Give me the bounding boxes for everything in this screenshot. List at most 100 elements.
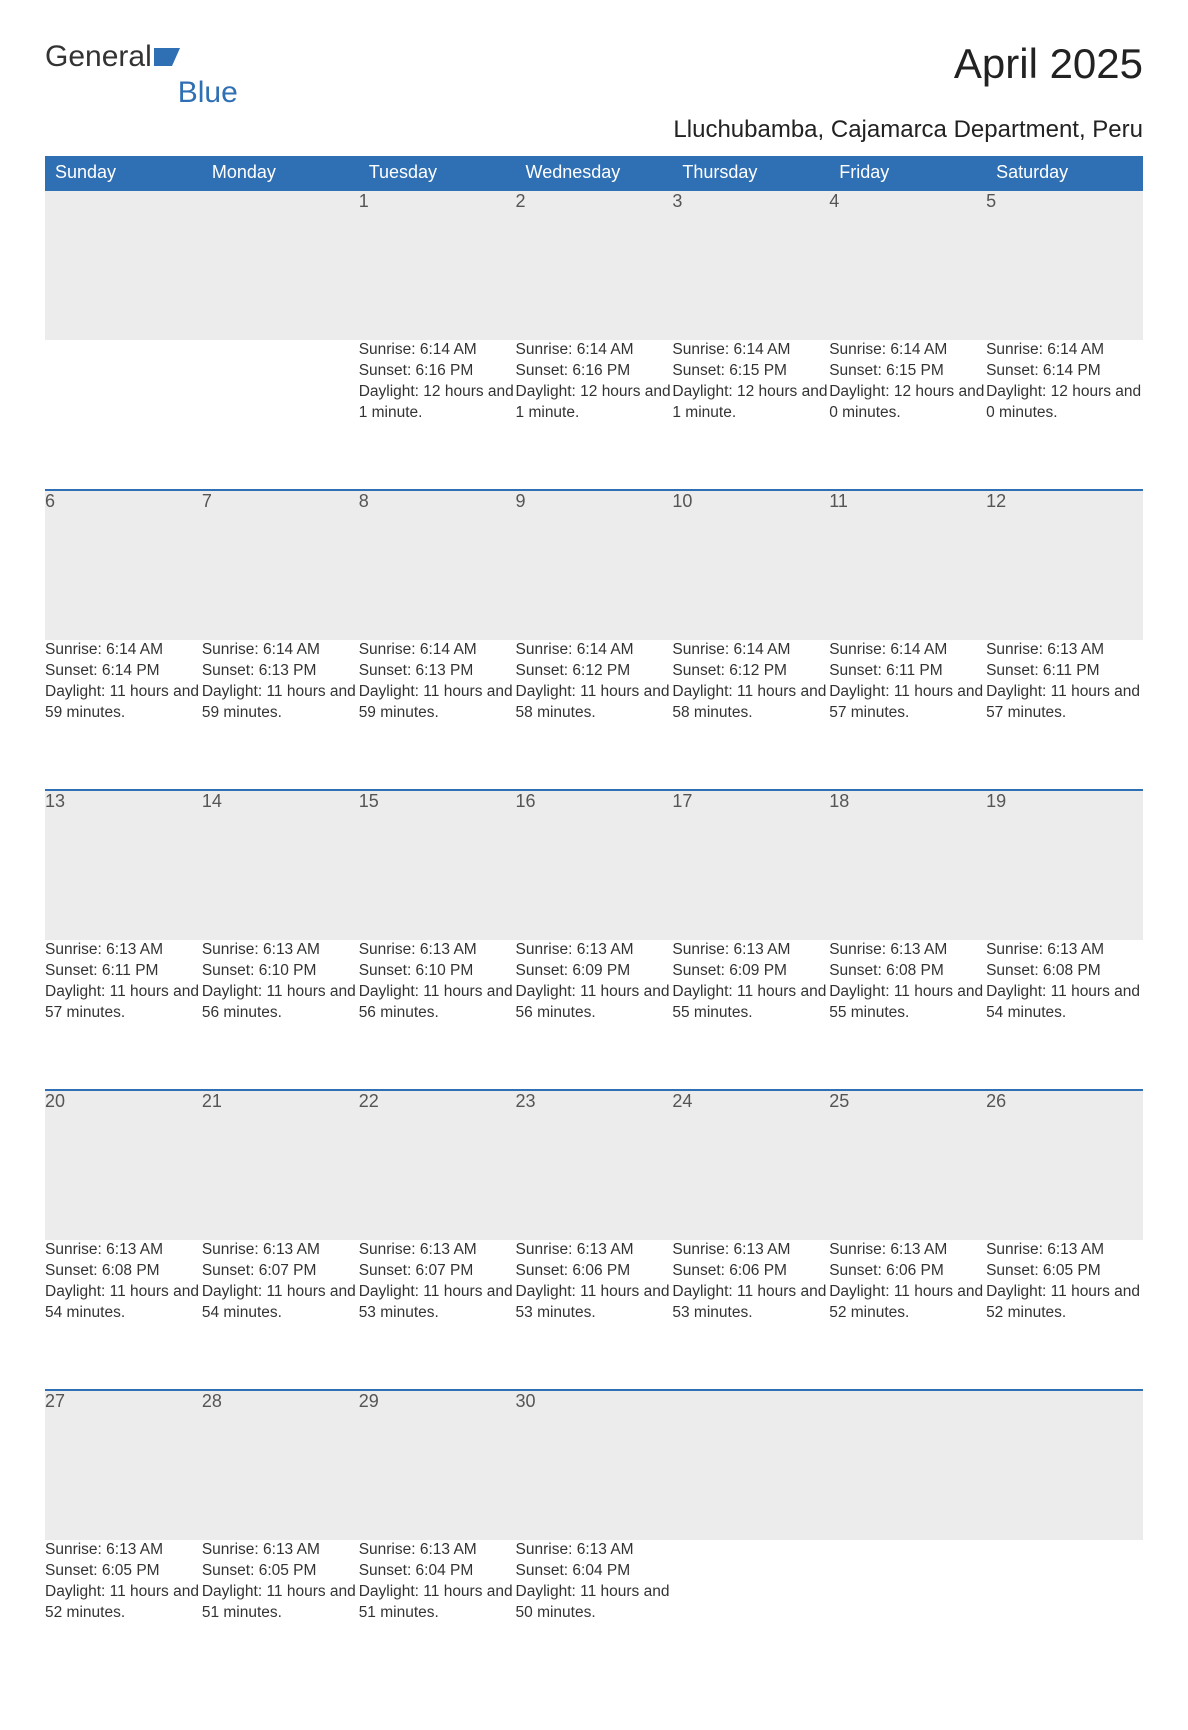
sunrise-text: Sunrise: 6:13 AM (516, 1240, 673, 1261)
daylight-text: Daylight: 11 hours and 59 minutes. (359, 682, 516, 724)
day-number-cell: 12 (986, 490, 1143, 640)
sunset-text: Sunset: 6:15 PM (672, 361, 829, 382)
sunset-text: Sunset: 6:11 PM (829, 661, 986, 682)
day-content-row: Sunrise: 6:14 AMSunset: 6:16 PMDaylight:… (45, 340, 1143, 490)
day-number-cell: 21 (202, 1090, 359, 1240)
day-content-cell: Sunrise: 6:14 AMSunset: 6:16 PMDaylight:… (359, 340, 516, 490)
sunset-text: Sunset: 6:04 PM (359, 1561, 516, 1582)
day-number-cell: 26 (986, 1090, 1143, 1240)
sunset-text: Sunset: 6:12 PM (672, 661, 829, 682)
sunrise-text: Sunrise: 6:13 AM (45, 1540, 202, 1561)
daylight-text: Daylight: 12 hours and 0 minutes. (986, 382, 1143, 424)
sunrise-text: Sunrise: 6:13 AM (45, 1240, 202, 1261)
sunrise-text: Sunrise: 6:14 AM (829, 340, 986, 361)
daylight-text: Daylight: 11 hours and 59 minutes. (202, 682, 359, 724)
sunrise-text: Sunrise: 6:14 AM (672, 640, 829, 661)
day-header: Monday (202, 156, 359, 190)
day-number-cell (672, 1390, 829, 1540)
day-number-cell: 11 (829, 490, 986, 640)
sunset-text: Sunset: 6:15 PM (829, 361, 986, 382)
day-number-cell (45, 190, 202, 340)
day-header: Sunday (45, 156, 202, 190)
day-content-cell: Sunrise: 6:13 AMSunset: 6:11 PMDaylight:… (986, 640, 1143, 790)
daylight-text: Daylight: 11 hours and 52 minutes. (829, 1282, 986, 1324)
day-content-cell: Sunrise: 6:14 AMSunset: 6:13 PMDaylight:… (202, 640, 359, 790)
sunset-text: Sunset: 6:06 PM (516, 1261, 673, 1282)
day-number-cell: 20 (45, 1090, 202, 1240)
sunset-text: Sunset: 6:16 PM (359, 361, 516, 382)
sunrise-text: Sunrise: 6:13 AM (516, 1540, 673, 1561)
day-number-cell: 4 (829, 190, 986, 340)
day-content-cell: Sunrise: 6:13 AMSunset: 6:11 PMDaylight:… (45, 940, 202, 1090)
day-content-cell: Sunrise: 6:14 AMSunset: 6:11 PMDaylight:… (829, 640, 986, 790)
daylight-text: Daylight: 11 hours and 51 minutes. (359, 1582, 516, 1624)
day-content-row: Sunrise: 6:13 AMSunset: 6:08 PMDaylight:… (45, 1240, 1143, 1390)
day-number-cell: 28 (202, 1390, 359, 1540)
day-content-cell: Sunrise: 6:13 AMSunset: 6:06 PMDaylight:… (516, 1240, 673, 1390)
calendar-body: 12345Sunrise: 6:14 AMSunset: 6:16 PMDayl… (45, 190, 1143, 1690)
daylight-text: Daylight: 11 hours and 54 minutes. (45, 1282, 202, 1324)
sunset-text: Sunset: 6:14 PM (986, 361, 1143, 382)
day-content-row: Sunrise: 6:14 AMSunset: 6:14 PMDaylight:… (45, 640, 1143, 790)
day-number-cell: 7 (202, 490, 359, 640)
daylight-text: Daylight: 11 hours and 50 minutes. (516, 1582, 673, 1624)
day-of-week-row: SundayMondayTuesdayWednesdayThursdayFrid… (45, 156, 1143, 190)
sunset-text: Sunset: 6:08 PM (986, 961, 1143, 982)
day-number-cell: 30 (516, 1390, 673, 1540)
day-number-cell: 23 (516, 1090, 673, 1240)
daylight-text: Daylight: 11 hours and 51 minutes. (202, 1582, 359, 1624)
sunrise-text: Sunrise: 6:13 AM (45, 940, 202, 961)
day-content-cell: Sunrise: 6:13 AMSunset: 6:09 PMDaylight:… (516, 940, 673, 1090)
sunrise-text: Sunrise: 6:13 AM (202, 1240, 359, 1261)
day-number-cell (202, 190, 359, 340)
daylight-text: Daylight: 11 hours and 57 minutes. (986, 682, 1143, 724)
sunrise-text: Sunrise: 6:13 AM (516, 940, 673, 961)
daylight-text: Daylight: 11 hours and 52 minutes. (45, 1582, 202, 1624)
sunrise-text: Sunrise: 6:13 AM (359, 940, 516, 961)
daylight-text: Daylight: 12 hours and 1 minute. (516, 382, 673, 424)
daylight-text: Daylight: 12 hours and 0 minutes. (829, 382, 986, 424)
day-number-cell: 5 (986, 190, 1143, 340)
sunrise-text: Sunrise: 6:13 AM (672, 1240, 829, 1261)
day-number-cell: 29 (359, 1390, 516, 1540)
day-content-cell (202, 340, 359, 490)
day-number-cell: 24 (672, 1090, 829, 1240)
daylight-text: Daylight: 11 hours and 53 minutes. (359, 1282, 516, 1324)
day-content-cell: Sunrise: 6:13 AMSunset: 6:06 PMDaylight:… (672, 1240, 829, 1390)
daylight-text: Daylight: 12 hours and 1 minute. (359, 382, 516, 424)
sunset-text: Sunset: 6:08 PM (829, 961, 986, 982)
day-content-cell: Sunrise: 6:13 AMSunset: 6:05 PMDaylight:… (45, 1540, 202, 1690)
sunset-text: Sunset: 6:06 PM (829, 1261, 986, 1282)
sunset-text: Sunset: 6:14 PM (45, 661, 202, 682)
daylight-text: Daylight: 11 hours and 54 minutes. (202, 1282, 359, 1324)
day-number-cell: 9 (516, 490, 673, 640)
sunrise-text: Sunrise: 6:14 AM (202, 640, 359, 661)
day-number-cell: 8 (359, 490, 516, 640)
day-content-cell: Sunrise: 6:13 AMSunset: 6:10 PMDaylight:… (202, 940, 359, 1090)
sunset-text: Sunset: 6:04 PM (516, 1561, 673, 1582)
day-content-cell (986, 1540, 1143, 1690)
sunset-text: Sunset: 6:10 PM (202, 961, 359, 982)
sunset-text: Sunset: 6:11 PM (45, 961, 202, 982)
sunset-text: Sunset: 6:06 PM (672, 1261, 829, 1282)
daylight-text: Daylight: 11 hours and 57 minutes. (829, 682, 986, 724)
day-number-row: 20212223242526 (45, 1090, 1143, 1240)
daylight-text: Daylight: 11 hours and 57 minutes. (45, 982, 202, 1024)
day-content-row: Sunrise: 6:13 AMSunset: 6:11 PMDaylight:… (45, 940, 1143, 1090)
day-content-cell: Sunrise: 6:14 AMSunset: 6:16 PMDaylight:… (516, 340, 673, 490)
sunrise-text: Sunrise: 6:13 AM (202, 940, 359, 961)
daylight-text: Daylight: 11 hours and 59 minutes. (45, 682, 202, 724)
day-content-cell: Sunrise: 6:14 AMSunset: 6:12 PMDaylight:… (672, 640, 829, 790)
day-content-row: Sunrise: 6:13 AMSunset: 6:05 PMDaylight:… (45, 1540, 1143, 1690)
day-header: Wednesday (516, 156, 673, 190)
day-content-cell: Sunrise: 6:13 AMSunset: 6:08 PMDaylight:… (45, 1240, 202, 1390)
sunrise-text: Sunrise: 6:14 AM (672, 340, 829, 361)
sunset-text: Sunset: 6:13 PM (202, 661, 359, 682)
sunrise-text: Sunrise: 6:14 AM (45, 640, 202, 661)
sunrise-text: Sunrise: 6:14 AM (516, 340, 673, 361)
day-content-cell: Sunrise: 6:14 AMSunset: 6:15 PMDaylight:… (829, 340, 986, 490)
sunset-text: Sunset: 6:11 PM (986, 661, 1143, 682)
day-header: Thursday (672, 156, 829, 190)
daylight-text: Daylight: 11 hours and 58 minutes. (516, 682, 673, 724)
day-number-cell: 10 (672, 490, 829, 640)
